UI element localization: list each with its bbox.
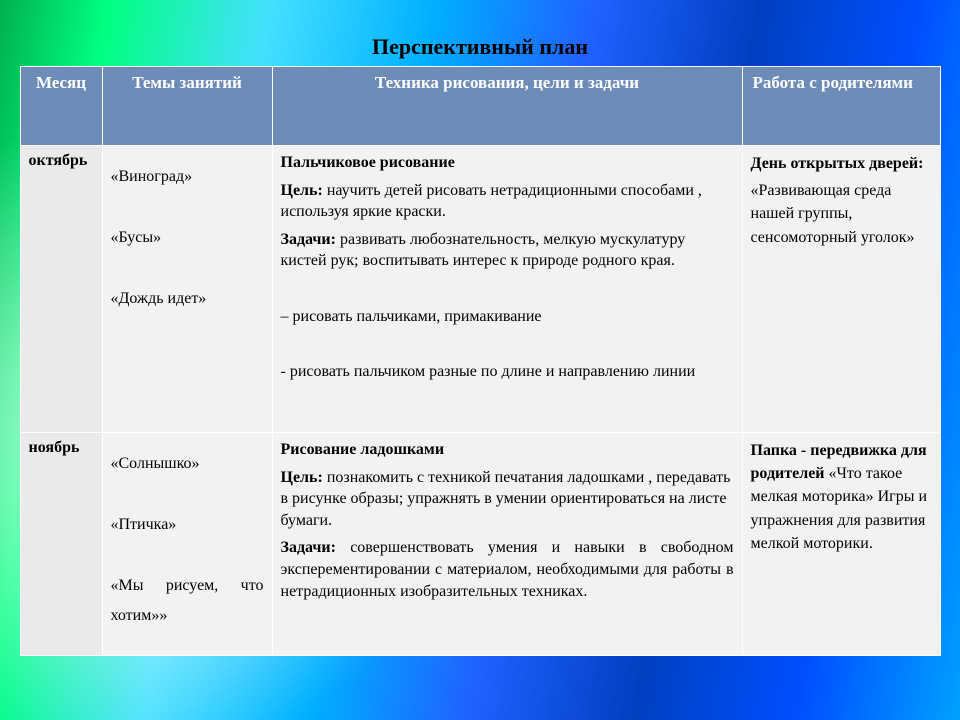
- tasks-label: Задачи:: [281, 231, 336, 248]
- col-header-month: Месяц: [20, 67, 102, 146]
- goal-text: познакомить с техникой печатания ладошка…: [281, 469, 731, 529]
- technique-title: Рисование ладошками: [281, 439, 734, 461]
- technique-tasks: Задачи: совершенствовать умения и навыки…: [281, 537, 734, 602]
- page-title: Перспективный план: [0, 0, 960, 66]
- cell-themes: «Виноград» «Бусы» «Дождь идет»: [102, 146, 272, 433]
- theme-item: «Птичка»: [111, 510, 264, 540]
- theme-item: «Дождь идет»: [111, 284, 264, 314]
- technique-goal: Цель: познакомить с техникой печатания л…: [281, 467, 734, 532]
- cell-technique: Пальчиковое рисование Цель: научить дете…: [272, 146, 742, 433]
- parents-body: «Развивающая среда нашей группы, сенсомо…: [751, 179, 932, 249]
- cell-month: октябрь: [20, 146, 102, 433]
- tasks-text: совершенствовать умения и навыки в свобо…: [281, 539, 734, 599]
- goal-text: научить детей рисовать нетрадиционными с…: [281, 182, 702, 221]
- col-header-themes: Темы занятий: [102, 67, 272, 146]
- goal-label: Цель:: [281, 469, 323, 486]
- theme-item: «Мы рисуем, что хотим»»: [111, 571, 264, 632]
- technique-goal: Цель: научить детей рисовать нетрадицион…: [281, 180, 734, 223]
- tasks-text: развивать любознательность, мелкую муску…: [281, 231, 686, 270]
- table-header-row: Месяц Темы занятий Техника рисования, це…: [20, 67, 940, 146]
- cell-technique: Рисование ладошками Цель: познакомить с …: [272, 433, 742, 656]
- technique-line: - рисовать пальчиком разные по длине и н…: [281, 361, 734, 383]
- theme-item: «Солнышко»: [111, 449, 264, 479]
- parents-body: Папка - передвижка для родителей «Что та…: [751, 439, 932, 555]
- table-row: октябрь «Виноград» «Бусы» «Дождь идет» П…: [20, 146, 940, 433]
- theme-item: «Виноград»: [111, 162, 264, 192]
- plan-table: Месяц Темы занятий Техника рисования, це…: [20, 66, 941, 656]
- technique-title: Пальчиковое рисование: [281, 152, 734, 174]
- tasks-label: Задачи:: [281, 539, 336, 556]
- cell-themes: «Солнышко» «Птичка» «Мы рисуем, что хоти…: [102, 433, 272, 656]
- technique-line: – рисовать пальчиками, примакивание: [281, 306, 734, 328]
- goal-label: Цель:: [281, 182, 323, 199]
- col-header-technique: Техника рисования, цели и задачи: [272, 67, 742, 146]
- parents-lead: День открытых дверей:: [751, 152, 932, 175]
- col-header-parents: Работа с родителями: [742, 67, 940, 146]
- table-row: ноябрь «Солнышко» «Птичка» «Мы рисуем, ч…: [20, 433, 940, 656]
- cell-month: ноябрь: [20, 433, 102, 656]
- cell-parents: Папка - передвижка для родителей «Что та…: [742, 433, 940, 656]
- cell-parents: День открытых дверей: «Развивающая среда…: [742, 146, 940, 433]
- theme-item: «Бусы»: [111, 223, 264, 253]
- technique-tasks: Задачи: развивать любознательность, мелк…: [281, 229, 734, 272]
